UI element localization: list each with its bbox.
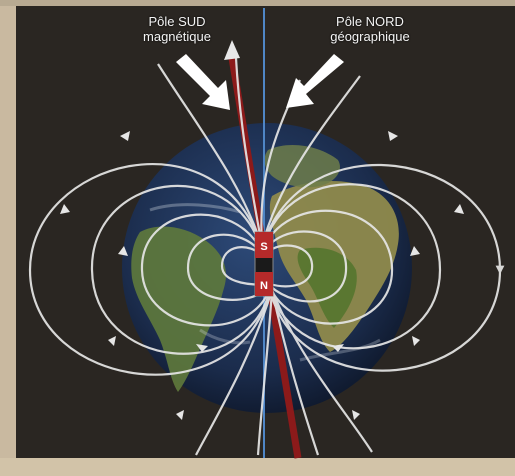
field-line bbox=[186, 233, 271, 301]
magnet-south-pole-label: S bbox=[260, 241, 267, 253]
pointer-arrow-icon bbox=[176, 54, 230, 110]
field-line bbox=[260, 75, 361, 247]
south-magnetic-pole-label-line2: magnétique bbox=[143, 29, 211, 44]
bar-magnet: S N bbox=[254, 231, 274, 297]
field-line bbox=[270, 289, 373, 453]
north-geographic-pole-label-line1: Pôle NORD bbox=[336, 14, 404, 29]
field-line bbox=[220, 246, 271, 286]
frame-bottom bbox=[0, 458, 515, 476]
field-line bbox=[140, 213, 272, 327]
field-line bbox=[90, 184, 272, 355]
field-line bbox=[260, 209, 394, 325]
frame-top bbox=[0, 0, 515, 6]
field-line bbox=[256, 289, 274, 456]
south-magnetic-pole-label-line1: Pôle SUD bbox=[148, 14, 206, 29]
axis-arrowhead-icon bbox=[224, 40, 240, 60]
magnet-north-pole-label: N bbox=[260, 280, 268, 292]
field-line bbox=[262, 230, 348, 303]
field-line bbox=[263, 244, 314, 288]
north-geographic-pole-label-line2: géographique bbox=[330, 29, 410, 44]
frame-left bbox=[0, 0, 16, 476]
pointer-arrow-icon bbox=[286, 54, 344, 108]
field-line bbox=[260, 163, 505, 372]
field-line bbox=[157, 63, 264, 247]
field-line bbox=[28, 163, 272, 376]
field-line bbox=[195, 289, 274, 456]
field-line bbox=[270, 289, 320, 456]
field-line bbox=[234, 57, 264, 247]
field-direction-arrows bbox=[60, 131, 464, 420]
south-magnetic-pole-label: Pôle SUD magnétique bbox=[112, 14, 242, 44]
south-america bbox=[131, 226, 226, 392]
field-lines bbox=[28, 57, 505, 456]
north-geographic-pole-label: Pôle NORD géographique bbox=[305, 14, 435, 44]
field-line bbox=[260, 183, 442, 350]
